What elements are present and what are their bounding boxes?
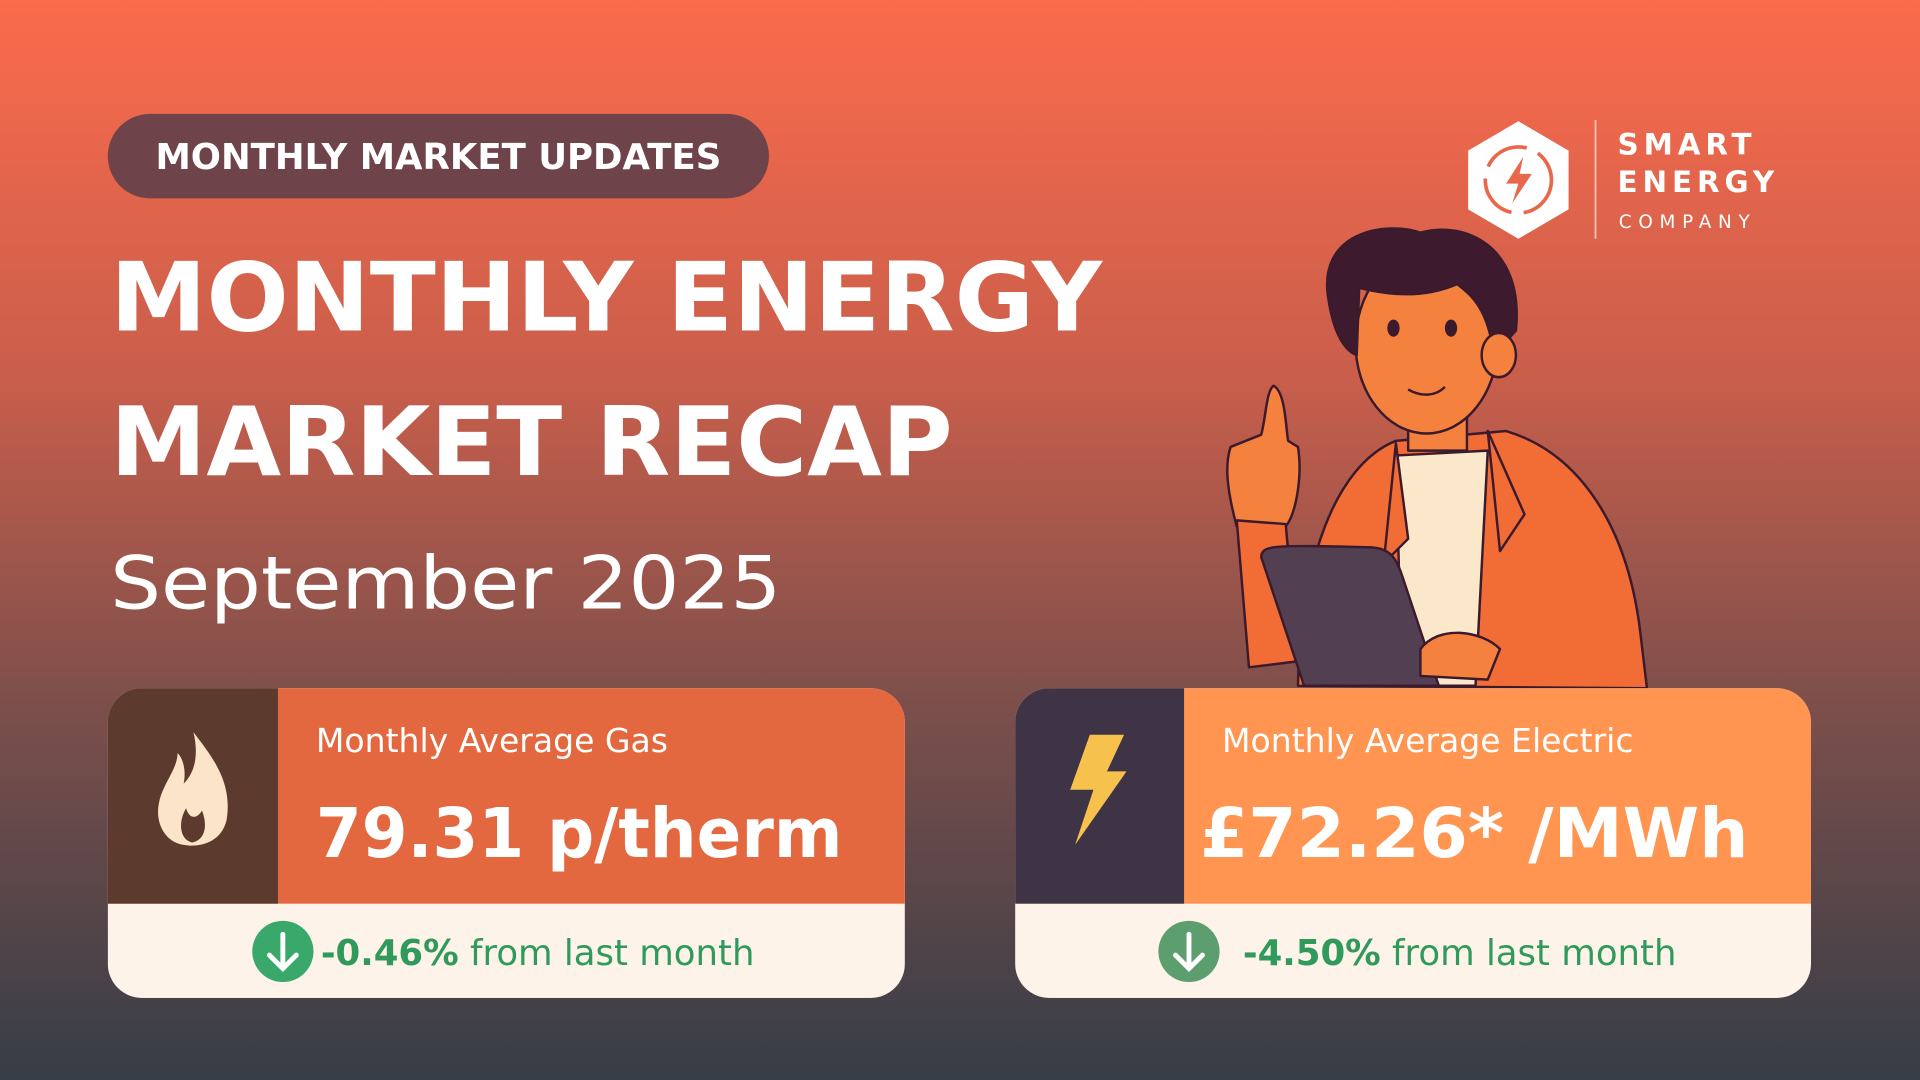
change-value: -4.50% (1243, 933, 1381, 974)
card-value: £72.26* /MWh (1200, 794, 1749, 874)
change-text: from last month (1392, 933, 1676, 974)
card-label: Monthly Average Electric (1222, 721, 1633, 760)
logo-text: SMART (1618, 127, 1757, 161)
logo-text: ENERGY (1618, 165, 1779, 199)
badge (107, 113, 769, 199)
card-label: Monthly Average Gas (316, 721, 668, 760)
logo-text: COMPANY (1619, 212, 1757, 233)
change-text: from last month (470, 933, 754, 974)
change-value: -0.46% (321, 933, 459, 974)
title-line: MARKET RECAP (110, 386, 952, 498)
down-arrow (266, 931, 299, 973)
illustration (1226, 227, 1649, 690)
down-arrow (1173, 931, 1205, 973)
change-line: -0.46% from last month (321, 933, 755, 974)
title-line: MONTHLY ENERGY (110, 242, 1104, 354)
card-value: 79.31 p/therm (316, 794, 843, 874)
badge-text: MONTHLY MARKET UPDATES (155, 137, 721, 178)
electric-icon (1070, 734, 1127, 845)
card (1015, 688, 1812, 998)
gas-icon (158, 732, 228, 846)
subtitle: September 2025 (110, 542, 781, 627)
card (107, 688, 905, 998)
logo (1468, 120, 1597, 239)
change-line: -4.50% from last month (1243, 933, 1677, 974)
